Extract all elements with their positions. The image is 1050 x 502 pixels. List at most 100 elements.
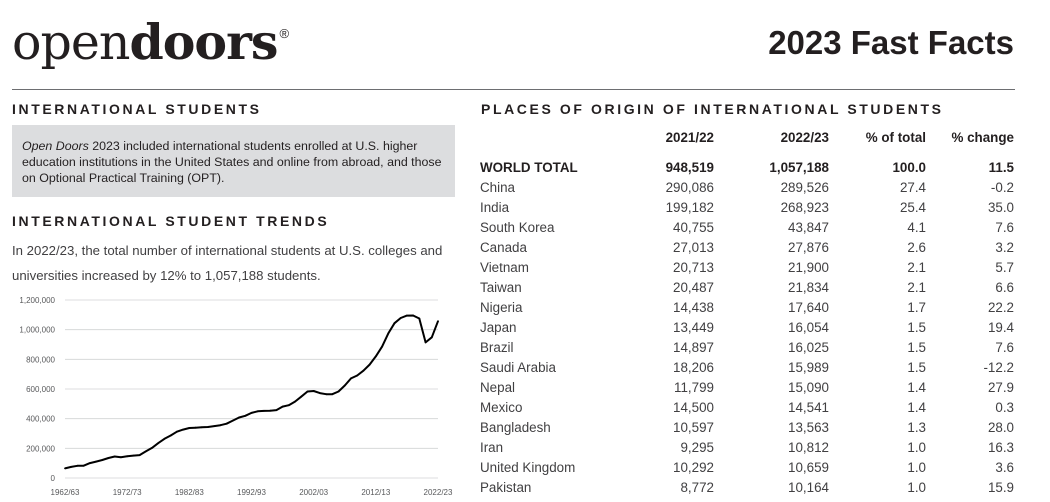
international-students-heading: INTERNATIONAL STUDENTS bbox=[12, 101, 262, 117]
data-point bbox=[412, 314, 414, 317]
table-cell: 1.5 bbox=[907, 340, 926, 355]
table-cell: 1.0 bbox=[907, 440, 926, 455]
y-tick-label: 0 bbox=[51, 474, 56, 483]
country-name: Nepal bbox=[480, 380, 515, 395]
table-cell: 268,923 bbox=[780, 200, 829, 215]
table-row: South Korea 40,755 43,847 4.1 7.6 bbox=[480, 218, 1020, 238]
x-tick-label: 2012/13 bbox=[361, 488, 390, 497]
data-point bbox=[169, 434, 172, 437]
data-point bbox=[113, 455, 116, 458]
data-point bbox=[207, 426, 209, 428]
table-cell: 16,054 bbox=[788, 320, 829, 335]
enrollment-line bbox=[64, 314, 439, 470]
table-cell: 15,090 bbox=[788, 380, 829, 395]
y-tick-label: 400,000 bbox=[26, 415, 55, 424]
data-point bbox=[418, 317, 421, 320]
table-cell: 1.7 bbox=[907, 300, 926, 315]
table-cell: 1.4 bbox=[907, 380, 926, 395]
table-cell: 17,640 bbox=[788, 300, 829, 315]
table-cell: 3.2 bbox=[995, 240, 1014, 255]
data-point bbox=[182, 428, 185, 431]
data-point bbox=[275, 409, 278, 411]
data-point bbox=[151, 447, 153, 449]
data-point bbox=[399, 317, 402, 319]
table-row: Brazil 14,897 16,025 1.5 7.6 bbox=[480, 338, 1020, 358]
table-cell: 2.6 bbox=[907, 240, 926, 255]
table-cell: 27,013 bbox=[673, 240, 714, 255]
table-cell: 289,526 bbox=[780, 180, 829, 195]
table-cell: 27.4 bbox=[899, 180, 926, 195]
table-cell: 14,500 bbox=[673, 400, 714, 415]
data-point bbox=[213, 425, 216, 427]
country-name: China bbox=[480, 180, 515, 195]
trends-heading: INTERNATIONAL STUDENT TRENDS bbox=[12, 213, 330, 229]
data-point bbox=[219, 424, 222, 427]
table-cell: 9,295 bbox=[680, 440, 714, 455]
table-cell: 27.9 bbox=[987, 380, 1014, 395]
data-point bbox=[393, 322, 396, 325]
table-cell: 14,541 bbox=[788, 400, 829, 415]
table-cell: 2.1 bbox=[907, 280, 926, 295]
table-row: Bangladesh 10,597 13,563 1.3 28.0 bbox=[480, 418, 1020, 438]
table-row: Saudi Arabia 18,206 15,989 1.5 -12.2 bbox=[480, 358, 1020, 378]
note-text: 2023 included international students enr… bbox=[22, 139, 442, 185]
table-cell: 13,449 bbox=[673, 320, 714, 335]
table-row: Japan 13,449 16,054 1.5 19.4 bbox=[480, 318, 1020, 338]
table-cell: 100.0 bbox=[892, 160, 926, 175]
data-point bbox=[138, 454, 141, 456]
country-name: India bbox=[480, 200, 510, 215]
registered-mark: ® bbox=[279, 26, 289, 41]
data-point bbox=[362, 369, 365, 372]
opendoors-logo: opendoors ® bbox=[12, 4, 289, 81]
table-cell: 15.9 bbox=[987, 480, 1014, 495]
data-point bbox=[76, 464, 79, 467]
table-cell: 290,086 bbox=[665, 180, 714, 195]
column-header: 2022/23 bbox=[780, 130, 829, 145]
x-tick-label: 1972/73 bbox=[113, 488, 142, 497]
data-point bbox=[120, 456, 122, 459]
opt-note-box: Open Doors 2023 included international s… bbox=[12, 125, 455, 197]
table-cell: 22.2 bbox=[987, 300, 1014, 315]
data-point bbox=[89, 462, 91, 464]
data-point bbox=[356, 374, 359, 377]
table-row: Pakistan 8,772 10,164 1.0 15.9 bbox=[480, 478, 1020, 498]
table-cell: 13,563 bbox=[788, 420, 829, 435]
table-cell: 1.5 bbox=[907, 320, 926, 335]
page-title: 2023 Fast Facts bbox=[768, 24, 1014, 61]
data-point bbox=[107, 457, 110, 459]
column-header: % of total bbox=[865, 130, 926, 145]
y-tick-label: 200,000 bbox=[26, 444, 55, 453]
table-cell: 5.7 bbox=[995, 260, 1014, 275]
table-cell: 25.4 bbox=[899, 200, 926, 215]
data-point bbox=[319, 392, 321, 394]
data-point bbox=[157, 442, 160, 444]
y-tick-label: 1,000,000 bbox=[19, 326, 55, 335]
country-name: Brazil bbox=[480, 340, 514, 355]
country-name: Bangladesh bbox=[480, 420, 551, 435]
data-point bbox=[225, 422, 228, 425]
data-point bbox=[374, 355, 377, 358]
data-point bbox=[256, 410, 259, 413]
table-row: Mexico 14,500 14,541 1.4 0.3 bbox=[480, 398, 1020, 418]
table-cell: 7.6 bbox=[995, 340, 1014, 355]
table-body: WORLD TOTAL 948,519 1,057,188 100.0 11.5 Chin… bbox=[480, 158, 1020, 498]
header-divider bbox=[12, 89, 1015, 90]
table-row: United Kingdom 10,292 10,659 1.0 3.6 bbox=[480, 458, 1020, 478]
data-point bbox=[312, 390, 315, 392]
table-cell: 3.6 bbox=[995, 460, 1014, 475]
country-name: Taiwan bbox=[480, 280, 522, 295]
column-header bbox=[480, 130, 620, 158]
table-row: China 290,086 289,526 27.4 -0.2 bbox=[480, 178, 1020, 198]
data-point bbox=[306, 390, 309, 393]
table-cell: 19.4 bbox=[987, 320, 1014, 335]
data-point bbox=[287, 404, 290, 407]
x-tick-label: 1982/83 bbox=[175, 488, 204, 497]
data-point bbox=[101, 459, 104, 461]
data-point bbox=[263, 410, 265, 412]
table-cell: 35.0 bbox=[987, 200, 1014, 215]
x-tick-label: 2002/03 bbox=[299, 488, 328, 497]
data-point bbox=[381, 345, 383, 348]
note-italic-text: Open Doors bbox=[22, 139, 89, 153]
data-point bbox=[238, 416, 241, 419]
table-cell: 15,989 bbox=[788, 360, 829, 375]
